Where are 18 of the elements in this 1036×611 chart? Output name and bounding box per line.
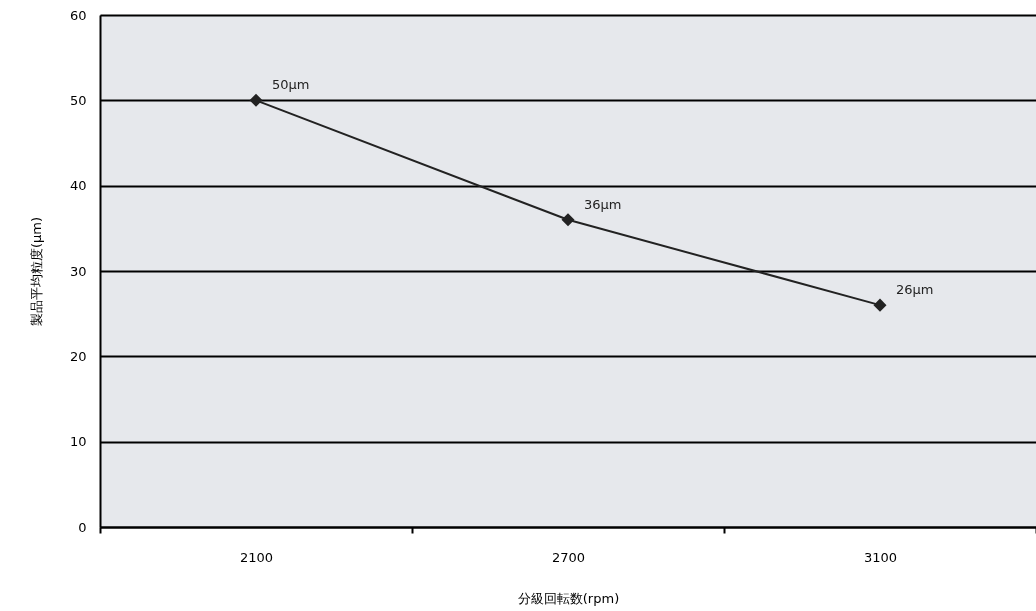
y-tick-label: 40: [69, 178, 87, 194]
y-tick-label: 20: [69, 348, 87, 364]
y-tick-label: 0: [78, 519, 87, 535]
data-label: 50μm: [272, 77, 310, 93]
point: [561, 213, 575, 227]
data-label: 36μm: [584, 196, 622, 212]
y-tick-label: 60: [69, 7, 87, 23]
data-label: 26μm: [896, 282, 934, 298]
y-tick-label: 30: [69, 263, 87, 279]
y-tick-label: 50: [69, 92, 87, 108]
x-tick-label: 2100: [239, 549, 274, 565]
point: [873, 298, 887, 312]
x-axis-title: 分級回転数(rpm): [517, 590, 620, 606]
x-tick-label: 3100: [863, 549, 898, 565]
y-axis-title: 製品平均粒度(μm): [28, 216, 44, 327]
point: [249, 93, 263, 107]
y-tick-label: 10: [69, 434, 87, 450]
x-tick-label: 2700: [551, 549, 586, 565]
